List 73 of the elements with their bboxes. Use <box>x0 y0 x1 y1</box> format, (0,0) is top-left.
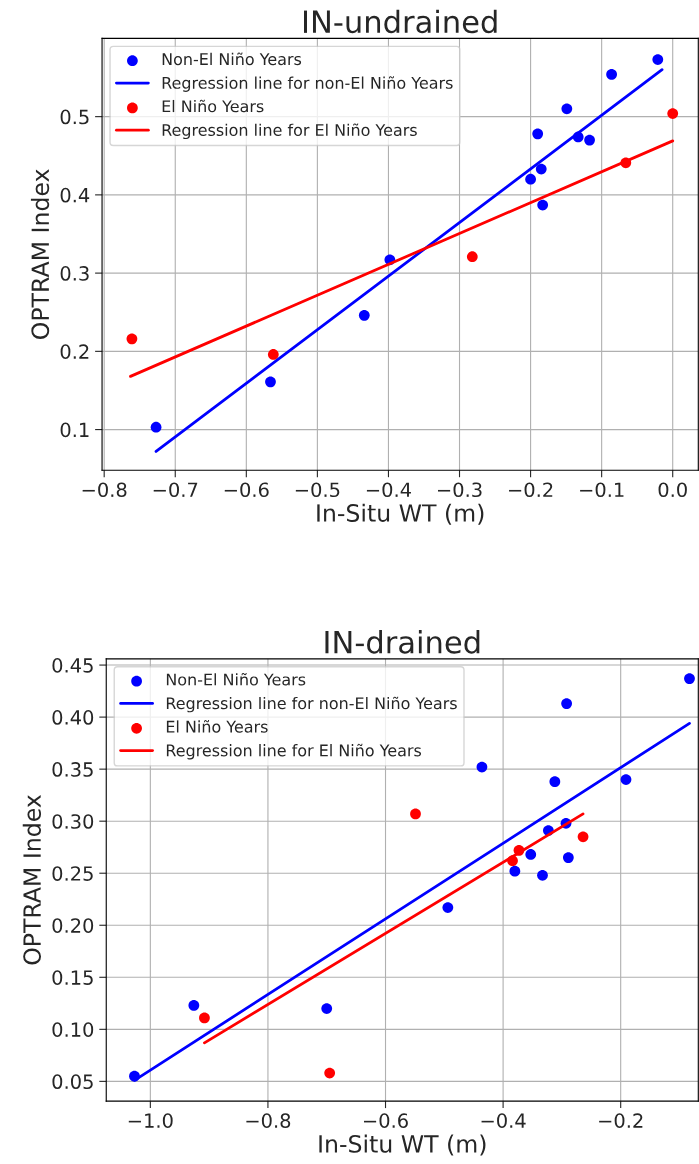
point <box>358 309 370 321</box>
x-tick-label: −0.7 <box>153 482 198 498</box>
x-tick-label: −0.3 <box>437 482 482 498</box>
point <box>667 108 679 119</box>
point <box>561 103 573 115</box>
chart-title: IN-drained <box>325 630 480 654</box>
x-tick-label: −0.8 <box>82 482 127 498</box>
point <box>509 865 521 877</box>
y-tick-label: 0.2 <box>60 344 89 360</box>
x-tick-label: −0.4 <box>366 482 411 498</box>
legend-label: Regression line for El Niño Years <box>162 123 417 140</box>
y-tick-label: 0.05 <box>52 1074 93 1090</box>
point <box>188 1000 200 1011</box>
point <box>150 421 162 433</box>
point <box>561 698 572 709</box>
y-tick-label: 0.15 <box>52 970 93 985</box>
y-tick-label: 0.45 <box>52 658 93 673</box>
x-tick-label: 0.0 <box>658 482 687 498</box>
y-tick-label: 0.1 <box>60 422 89 438</box>
x-tick-label: −0.2 <box>509 482 553 498</box>
legend-label: El Niño Years <box>162 99 264 113</box>
y-tick-label: 0.30 <box>52 814 94 829</box>
point <box>549 776 561 788</box>
y-tick-label: 0.3 <box>60 266 89 281</box>
point <box>535 163 547 175</box>
legend-label: Regression line for El Niño Years <box>166 743 422 760</box>
y-tick-label: 0.25 <box>52 866 93 881</box>
x-axis-title: In-Situ WT (m) <box>317 503 484 525</box>
y-axis-title: OPTRAM Index <box>22 794 42 965</box>
point <box>577 831 589 843</box>
y-tick-label: 0.5 <box>60 109 89 125</box>
point <box>442 902 454 913</box>
y-tick-label: 0.4 <box>60 187 90 203</box>
x-tick-label: −0.1 <box>580 482 624 498</box>
legend-label: El Niño Years <box>166 720 268 733</box>
y-axis-title: OPTRAM Index <box>30 169 50 339</box>
point <box>532 128 544 140</box>
chart-title: IN-undrained <box>303 9 497 34</box>
point <box>267 349 279 360</box>
point <box>537 869 548 881</box>
point <box>584 134 595 146</box>
point <box>321 1003 333 1014</box>
x-tick-label: −0.5 <box>295 482 340 498</box>
point <box>620 774 632 785</box>
point <box>126 333 138 345</box>
point <box>537 199 549 211</box>
y-tick-label: 0.10 <box>52 1022 94 1037</box>
point <box>562 852 574 863</box>
y-tick-label: 0.40 <box>52 710 94 725</box>
point <box>684 673 695 684</box>
x-tick-label: −0.6 <box>224 482 269 498</box>
point <box>606 69 617 80</box>
legend-label: Regression line for non-El Niño Years <box>166 696 457 713</box>
x-tick-label: −0.4 <box>481 1113 526 1128</box>
point <box>525 849 537 860</box>
point <box>410 808 421 820</box>
y-tick-label: 0.35 <box>52 762 93 777</box>
point <box>652 54 664 65</box>
point <box>476 761 488 773</box>
x-tick-label: −0.8 <box>246 1113 291 1128</box>
x-tick-label: −0.6 <box>363 1113 408 1128</box>
x-axis-title: In-Situ WT (m) <box>319 1134 486 1156</box>
legend-label: Non-El Niño Years <box>166 672 306 686</box>
point <box>199 1012 210 1024</box>
x-tick-label: −1.0 <box>128 1113 173 1128</box>
point <box>324 1067 336 1079</box>
legend-label: Non-El Niño Years <box>162 52 302 66</box>
point <box>265 376 276 388</box>
y-tick-label: 0.20 <box>52 918 94 933</box>
point <box>525 173 536 185</box>
x-tick-label: −0.2 <box>599 1113 643 1128</box>
legend-label: Regression line for non-El Niño Years <box>162 76 453 92</box>
point <box>466 251 478 263</box>
